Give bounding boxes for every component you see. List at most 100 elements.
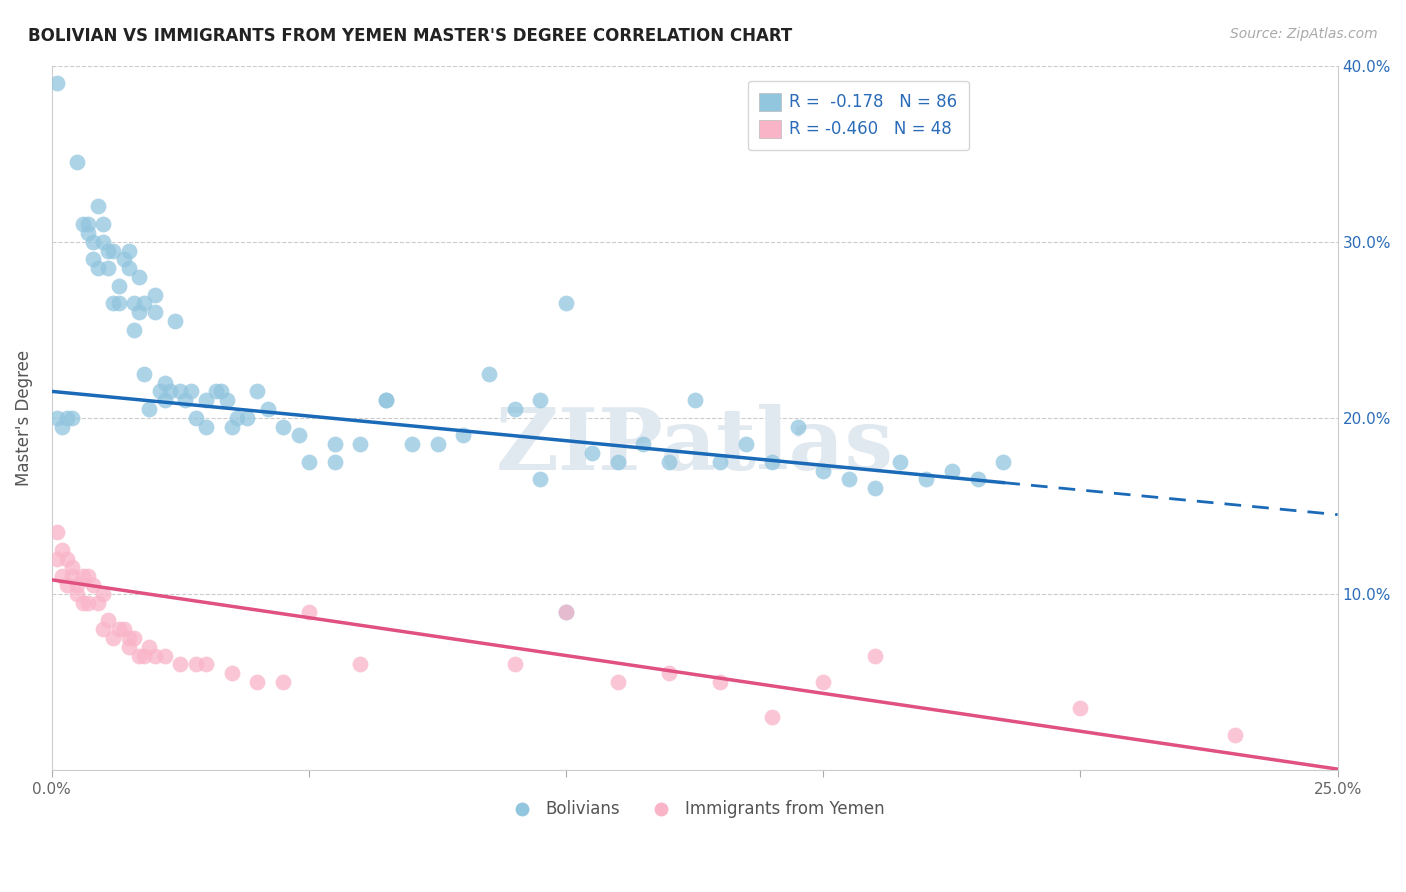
Point [87, 261, 110, 276]
Point [658, 455, 681, 469]
Point [195, 393, 218, 408]
Point [401, 437, 423, 451]
Point [966, 472, 988, 486]
Point [66, 587, 89, 601]
Point [915, 472, 938, 486]
Point [143, 305, 166, 319]
Point [153, 393, 176, 408]
Point [761, 455, 783, 469]
Point [66, 155, 89, 169]
Point [786, 419, 808, 434]
Point [606, 455, 628, 469]
Point [271, 419, 294, 434]
Point [323, 437, 346, 451]
Point [143, 287, 166, 301]
Point [91, 217, 114, 231]
Text: ZIPatlas: ZIPatlas [496, 404, 894, 488]
Point [66, 578, 89, 592]
Point [215, 393, 238, 408]
Point [298, 455, 321, 469]
Point [87, 199, 110, 213]
Point [169, 384, 191, 399]
Point [103, 244, 125, 258]
Point [128, 648, 150, 663]
Point [813, 464, 835, 478]
Point [169, 657, 191, 672]
Point [153, 376, 176, 390]
Point [581, 446, 603, 460]
Point [107, 622, 129, 636]
Point [122, 323, 145, 337]
Point [60, 410, 83, 425]
Point [863, 481, 886, 495]
Point [76, 217, 98, 231]
Point [246, 384, 269, 399]
Point [51, 419, 73, 434]
Point [138, 402, 160, 417]
Point [555, 296, 578, 310]
Point [211, 384, 233, 399]
Point [72, 217, 94, 231]
Point [56, 551, 79, 566]
Point [180, 384, 202, 399]
Point [91, 622, 114, 636]
Point [993, 455, 1015, 469]
Point [72, 596, 94, 610]
Point [45, 410, 67, 425]
Point [60, 569, 83, 583]
Point [451, 428, 474, 442]
Point [184, 657, 207, 672]
Point [246, 675, 269, 690]
Point [633, 437, 655, 451]
Point [97, 244, 120, 258]
Point [134, 367, 156, 381]
Point [56, 410, 79, 425]
Point [761, 710, 783, 724]
Point [658, 666, 681, 681]
Point [159, 384, 181, 399]
Point [221, 419, 243, 434]
Point [735, 437, 758, 451]
Point [118, 261, 141, 276]
Point [709, 675, 731, 690]
Point [112, 252, 135, 267]
Point [529, 393, 551, 408]
Point [76, 596, 98, 610]
Point [107, 296, 129, 310]
Point [134, 296, 156, 310]
Point [82, 578, 104, 592]
Point [503, 657, 526, 672]
Y-axis label: Master's Degree: Master's Degree [15, 350, 32, 486]
Legend: Bolivians, Immigrants from Yemen: Bolivians, Immigrants from Yemen [498, 794, 891, 825]
Point [138, 640, 160, 654]
Point [256, 402, 278, 417]
Point [143, 648, 166, 663]
Point [838, 472, 860, 486]
Point [349, 437, 371, 451]
Point [813, 675, 835, 690]
Point [941, 464, 963, 478]
Point [128, 305, 150, 319]
Point [236, 410, 259, 425]
Point [503, 402, 526, 417]
Point [87, 596, 110, 610]
Point [56, 578, 79, 592]
Point [122, 296, 145, 310]
Point [82, 252, 104, 267]
Point [97, 613, 120, 627]
Point [287, 428, 309, 442]
Point [91, 587, 114, 601]
Point [1069, 701, 1091, 715]
Point [112, 622, 135, 636]
Point [221, 666, 243, 681]
Text: BOLIVIAN VS IMMIGRANTS FROM YEMEN MASTER'S DEGREE CORRELATION CHART: BOLIVIAN VS IMMIGRANTS FROM YEMEN MASTER… [28, 27, 793, 45]
Point [349, 657, 371, 672]
Point [91, 235, 114, 249]
Point [298, 605, 321, 619]
Point [76, 226, 98, 240]
Point [165, 314, 187, 328]
Point [195, 419, 218, 434]
Point [375, 393, 398, 408]
Point [82, 235, 104, 249]
Point [323, 455, 346, 469]
